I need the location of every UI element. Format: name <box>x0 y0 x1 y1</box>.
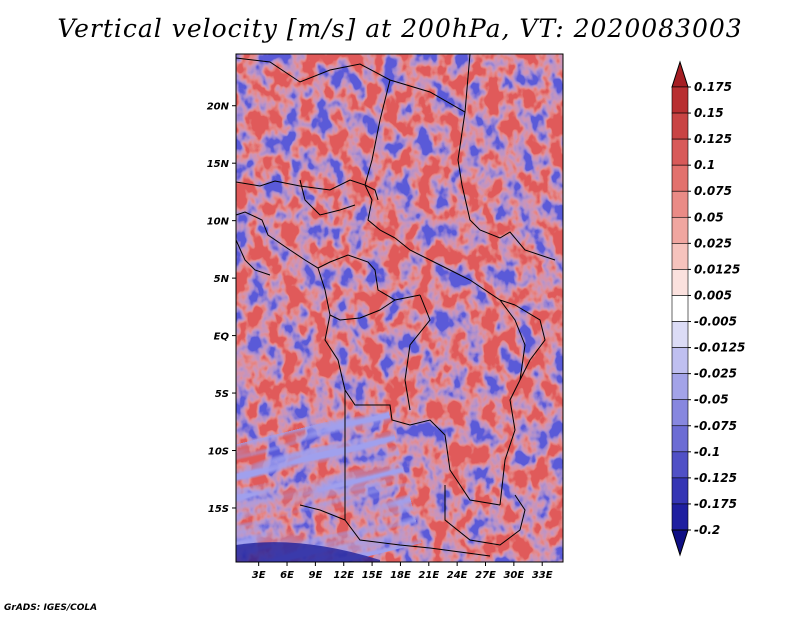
colorbar-label: -0.0125 <box>694 341 745 355</box>
latitude-axis: 20N 15N 10N 5N EQ 5S 10S 15S <box>207 102 236 515</box>
lon-label: 9E <box>308 570 322 581</box>
colorbar-bottom-tip <box>671 529 689 557</box>
lon-label: 6E <box>280 570 294 581</box>
lon-label: 24E <box>447 570 468 581</box>
colorbar-swatch <box>671 112 689 140</box>
lat-label: 5S <box>215 389 229 400</box>
colorbar-swatch <box>671 243 689 270</box>
colorbar-label: 0.0125 <box>694 262 740 276</box>
lon-label: 18E <box>390 570 411 581</box>
velocity-field <box>236 54 563 562</box>
colorbar-label: -0.025 <box>694 367 737 381</box>
colorbar-swatch <box>671 138 689 166</box>
colorbar-top-tip <box>671 60 689 88</box>
lat-label: 20N <box>207 102 230 113</box>
colorbar-label: 0.125 <box>694 132 732 146</box>
lon-label: 15E <box>362 570 383 581</box>
lat-label: 5N <box>214 274 230 285</box>
colorbar-swatch <box>671 425 689 453</box>
colorbar-swatch <box>671 451 689 479</box>
grads-credit: GrADS: IGES/COLA <box>4 603 98 613</box>
map-title: Vertical velocity [m/s] at 200hPa, VT: 2… <box>57 14 743 43</box>
colorbar-swatch <box>671 190 689 218</box>
colorbar-swatch <box>671 503 689 531</box>
colorbar-label: -0.075 <box>694 419 737 433</box>
lon-label: 12E <box>333 570 354 581</box>
colorbar-label: -0.1 <box>694 445 720 459</box>
colorbar-label: -0.05 <box>694 393 729 407</box>
lon-label: 30E <box>503 570 524 581</box>
colorbar-swatch <box>671 216 689 244</box>
colorbar-swatch <box>671 347 689 374</box>
colorbar-swatch <box>671 164 689 192</box>
colorbar-label: 0.05 <box>694 210 724 224</box>
colorbar-label: 0.1 <box>694 158 715 172</box>
lon-label: 3E <box>252 570 266 581</box>
colorbar-label: 0.005 <box>694 288 732 302</box>
colorbar-swatch <box>671 295 689 322</box>
colorbar-swatch <box>671 399 689 427</box>
colorbar-label: -0.2 <box>694 523 720 537</box>
colorbar-label: 0.15 <box>694 106 724 120</box>
lon-label: 33E <box>532 570 553 581</box>
lat-label: 10S <box>208 447 229 458</box>
colorbar-swatch <box>671 321 689 348</box>
colorbar-label: -0.175 <box>694 497 737 511</box>
colorbar-swatch <box>671 269 689 296</box>
lat-label: EQ <box>214 332 230 343</box>
lat-label: 15S <box>208 504 229 515</box>
colorbar-swatch <box>671 86 689 114</box>
colorbar-swatch <box>671 373 689 401</box>
colorbar-label: 0.025 <box>694 236 732 250</box>
lat-label: 15N <box>207 159 230 170</box>
lon-label: 21E <box>418 570 439 581</box>
colorbar-label: -0.005 <box>694 315 737 329</box>
colorbar-label: 0.075 <box>694 184 732 198</box>
lat-label: 10N <box>207 217 230 228</box>
lon-label: 27E <box>475 570 496 581</box>
colorbar: 0.175 0.15 0.125 0.1 0.075 0.05 0.025 0.0125 0.0… <box>671 60 745 557</box>
colorbar-label: -0.125 <box>694 471 737 485</box>
colorbar-label: 0.175 <box>694 80 732 94</box>
longitude-axis: 3E 6E 9E 12E 15E 18E 21E 24E 27E 30E 33E <box>252 562 553 581</box>
country-borders <box>235 53 556 557</box>
map-frame <box>235 53 564 563</box>
colorbar-swatch <box>671 477 689 505</box>
